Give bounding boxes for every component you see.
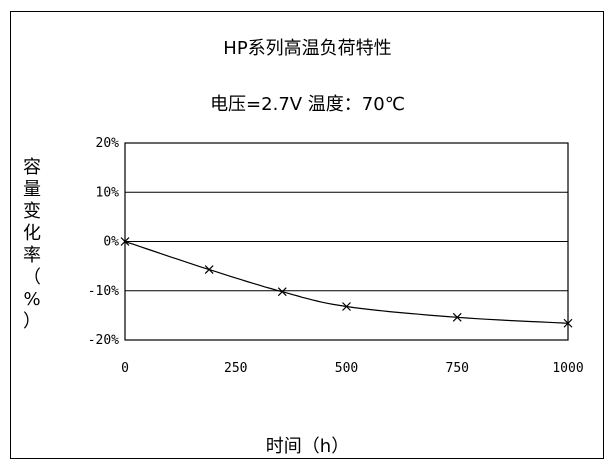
x-tick-label: 750 [446,361,469,376]
data-point-marker [204,265,214,274]
x-tick-labels: 0 250 500 750 1000 [121,361,584,376]
y-tick-label: 20% [96,136,120,151]
y-axis-label-char: 量 [23,179,41,200]
y-axis-label-char: 化 [23,223,41,244]
x-tick-label: 1000 [552,361,583,376]
y-axis-label-char: （ [23,267,41,288]
series-line [124,240,569,324]
x-tick-label: 0 [121,361,129,376]
y-axis-label-char: 容 [23,157,41,178]
chart-title: HP系列高温负荷特性 [223,38,392,59]
chart-frame [10,11,604,459]
y-tick-label: -10% [88,284,119,299]
y-axis-label-char: % [23,289,41,310]
chart-subtitle: 电压=2.7V 温度：70℃ [210,94,405,115]
y-axis-label-char: 率 [23,245,41,266]
x-tick-label: 250 [224,361,247,376]
data-markers [120,237,573,328]
x-tick-label: 500 [335,361,358,376]
grid-lines [125,191,568,292]
y-tick-label: 10% [96,185,120,200]
y-axis-label-char: ） [23,311,41,332]
data-point-marker [452,312,462,322]
x-axis-label: 时间（h） [265,436,350,457]
data-point-marker [342,302,351,311]
data-point-marker [120,237,130,246]
data-point-marker [563,318,573,328]
y-axis-label: 容量变化率（%） [21,150,43,340]
y-tick-labels: 20% 10% 0% -10% -20% [88,136,119,348]
y-tick-label: 0% [103,235,119,250]
y-axis-label-char: 变 [23,201,41,222]
y-tick-label: -20% [88,333,119,348]
data-point-marker [277,287,287,297]
